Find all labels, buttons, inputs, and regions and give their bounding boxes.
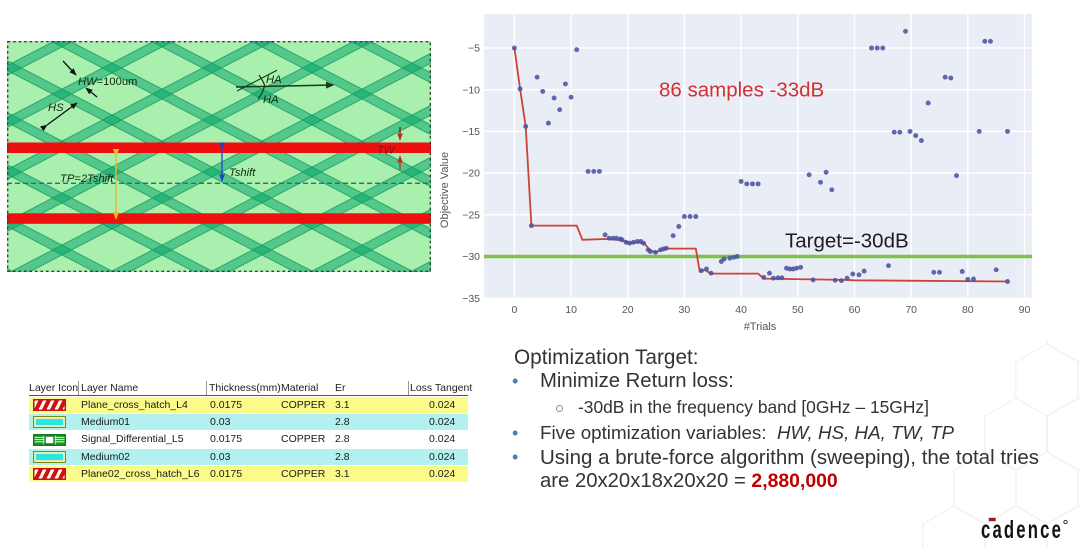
- svg-text:86 samples -33dB: 86 samples -33dB: [659, 79, 824, 102]
- svg-text:HA: HA: [263, 94, 279, 106]
- svg-text:−10: −10: [462, 84, 480, 96]
- svg-text:20: 20: [622, 304, 634, 316]
- svg-text:−30: −30: [462, 251, 480, 263]
- svg-text:40: 40: [735, 304, 747, 316]
- svg-text:60: 60: [849, 304, 861, 316]
- svg-text:Target=-30dB: Target=-30dB: [785, 230, 909, 253]
- svg-text:Tshift: Tshift: [229, 167, 256, 179]
- svg-text:90: 90: [1019, 304, 1031, 316]
- svg-text:−35: −35: [462, 293, 480, 305]
- svg-text:50: 50: [792, 304, 804, 316]
- svg-text:80: 80: [962, 304, 974, 316]
- svg-text:HW=100um: HW=100um: [78, 76, 137, 88]
- svg-text:−20: −20: [462, 168, 480, 180]
- svg-text:0: 0: [511, 304, 517, 316]
- svg-text:−5: −5: [468, 43, 480, 55]
- svg-text:Objective Value: Objective Value: [439, 152, 451, 228]
- svg-text:HS: HS: [48, 102, 64, 114]
- svg-text:#Trials: #Trials: [744, 321, 777, 333]
- svg-text:TP=2Tshift: TP=2Tshift: [60, 173, 114, 185]
- svg-text:10: 10: [565, 304, 577, 316]
- svg-text:HA: HA: [266, 74, 282, 86]
- svg-text:30: 30: [679, 304, 691, 316]
- svg-text:TW: TW: [377, 145, 396, 157]
- svg-text:70: 70: [905, 304, 917, 316]
- svg-text:−25: −25: [462, 209, 480, 221]
- svg-text:−15: −15: [462, 126, 480, 138]
